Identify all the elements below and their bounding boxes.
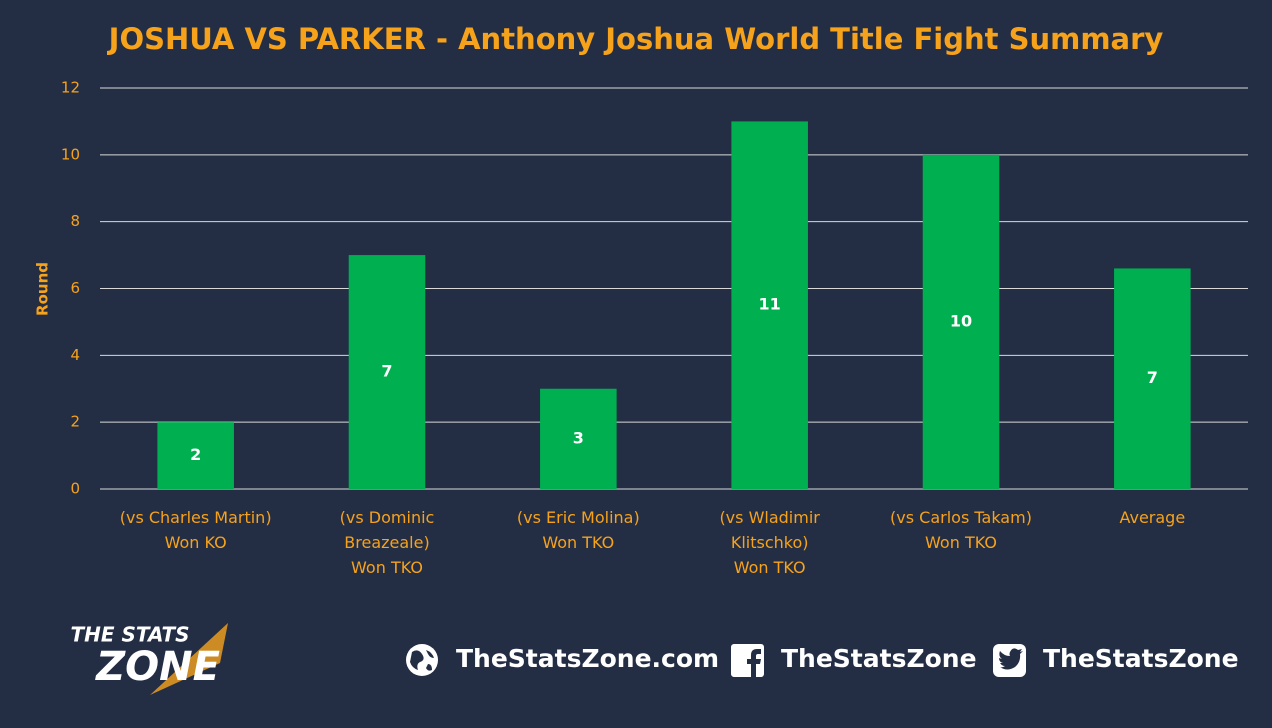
globe-icon: [406, 644, 438, 676]
bar: [348, 255, 426, 489]
y-tick-label: 8: [70, 212, 80, 230]
x-tick-label: (vs Eric Molina) Won TKO: [516, 508, 640, 552]
data-label: 7: [1147, 368, 1158, 387]
twitter-icon: [993, 644, 1026, 677]
x-tick-label: (vs Dominic Breazeale) Won TKO: [339, 508, 435, 577]
data-label: 2: [190, 445, 201, 464]
bar: [540, 388, 617, 489]
twitter-handle: TheStatsZone: [1043, 644, 1239, 673]
bar: [1114, 268, 1191, 489]
data-label: 11: [759, 295, 781, 314]
x-tick-label: (vs Charles Martin) Won KO: [119, 508, 272, 552]
y-tick-label: 10: [61, 145, 80, 163]
x-tick-label: (vs Wladimir Klitschko) Won TKO: [719, 508, 820, 577]
facebook-handle: TheStatsZone: [781, 644, 977, 673]
website: TheStatsZone.com: [456, 644, 720, 673]
y-tick-label: 6: [70, 279, 80, 297]
x-tick-label: (vs Carlos Takam) Won TKO: [890, 508, 1032, 552]
x-tick-label: Average: [1119, 508, 1186, 527]
y-axis-label: Round: [34, 262, 52, 316]
data-label: 3: [573, 428, 584, 447]
logo-bottom: ZONE: [94, 644, 220, 690]
y-tick-label: 12: [61, 79, 80, 97]
bar: [157, 422, 234, 489]
logo-mark: [150, 623, 228, 695]
y-tick-label: 0: [70, 480, 80, 498]
facebook-icon: [731, 644, 764, 677]
y-tick-label: 2: [70, 413, 80, 431]
chart-title: JOSHUA VS PARKER - Anthony Joshua World …: [107, 22, 1164, 56]
logo-top: THE STATS: [70, 623, 189, 647]
bar: [922, 154, 1000, 490]
data-label: 7: [381, 362, 392, 381]
bar: [731, 121, 808, 490]
y-tick-label: 4: [70, 346, 80, 364]
data-label: 10: [950, 311, 972, 330]
